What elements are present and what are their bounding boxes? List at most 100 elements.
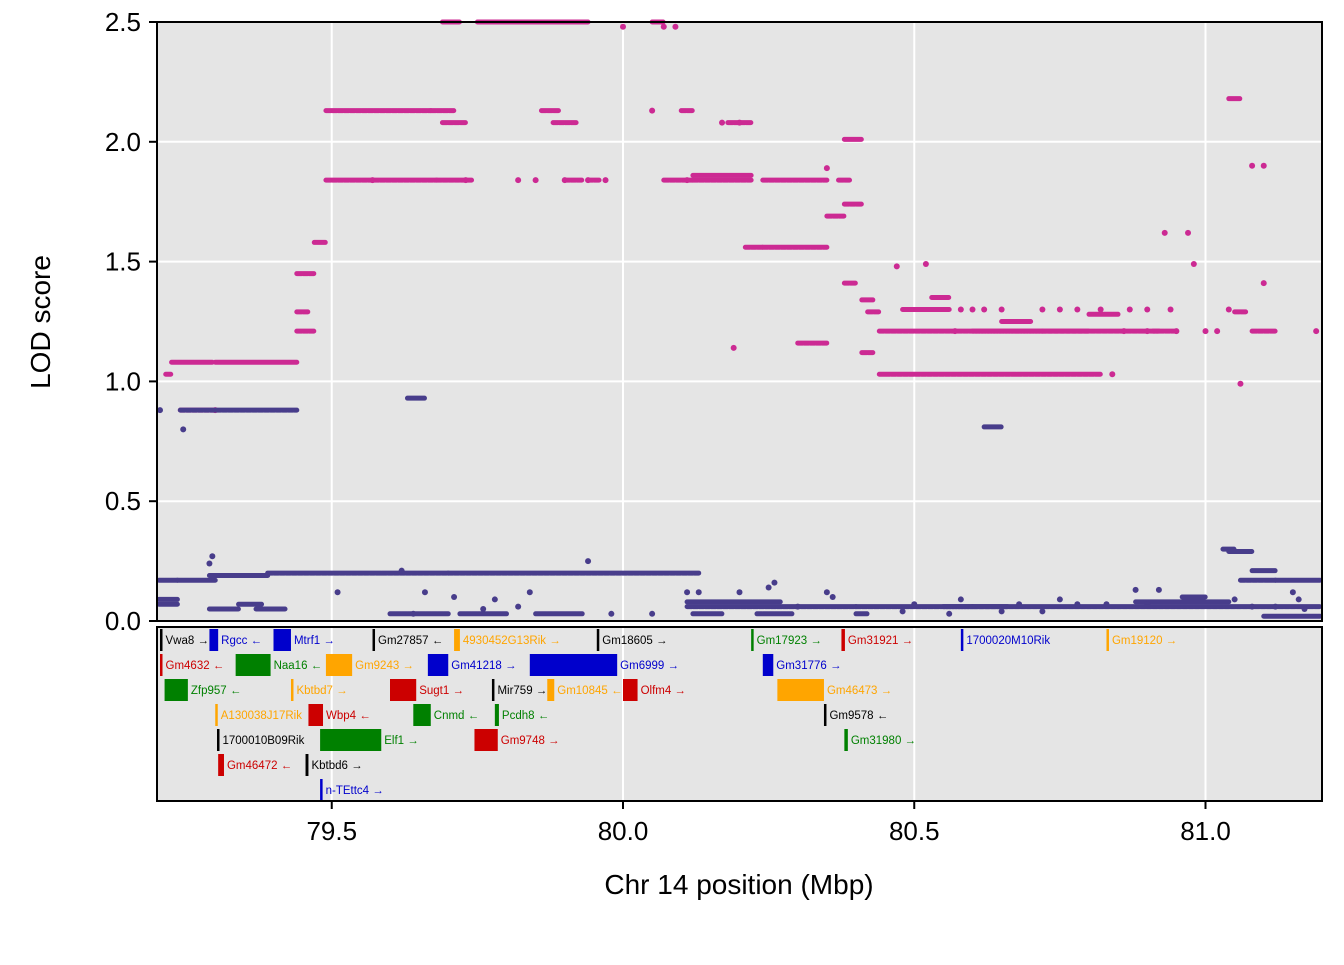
lod-point — [1109, 371, 1116, 378]
lod-point — [1074, 601, 1081, 608]
gene-body — [308, 704, 324, 726]
gene-body — [623, 679, 638, 701]
gene-label: Gm9578 ← — [829, 710, 888, 722]
lod-point — [1039, 306, 1046, 313]
gene-label: Gm9748 → — [501, 735, 560, 747]
gene-label: Rgcc ← — [221, 635, 262, 647]
gene-4930452G13Rik: 4930452G13Rik → — [454, 629, 561, 651]
gene-Cnmd: Cnmd ← — [413, 704, 479, 726]
lod-point — [794, 603, 801, 610]
y-tick-label: 1.5 — [105, 247, 141, 277]
gene-Wbp4: Wbp4 ← — [308, 704, 371, 726]
gene-label: Gm10845 ← — [557, 685, 622, 697]
lod-point — [1039, 608, 1046, 615]
gene-body — [960, 629, 964, 651]
gene-body — [596, 629, 600, 651]
gene-body — [390, 679, 417, 701]
gene-body — [235, 654, 271, 676]
gene-panel-border — [156, 626, 1323, 802]
gene-body — [529, 654, 618, 676]
gene-label: Gm41218 → — [451, 660, 516, 672]
y-tick-label: 2.5 — [105, 7, 141, 37]
lod-point — [998, 608, 1005, 615]
gene-label: Gm31776 → — [776, 660, 841, 672]
lod-point — [1249, 162, 1256, 169]
lod-point — [823, 165, 830, 172]
lod-point — [1260, 162, 1267, 169]
gene-label: Olfm4 → — [641, 685, 686, 697]
gene-Vwa8: Vwa8 → — [160, 629, 209, 651]
gene-Gm4632: Gm4632 ← — [160, 654, 224, 676]
lod-point — [1249, 603, 1256, 610]
gene-label: Kbtbd7 → — [296, 685, 347, 697]
lod-point — [1202, 328, 1209, 335]
gene-body — [273, 629, 291, 651]
gene-label: Naa16 ← — [274, 660, 323, 672]
gene-body — [547, 679, 555, 701]
gene-body — [215, 704, 218, 726]
gene-label: A130038J17Rik — [221, 710, 302, 722]
lod-point — [608, 610, 615, 617]
gene-Gm31980: Gm31980 → — [844, 729, 916, 751]
gene-body — [160, 654, 163, 676]
gene-Gm41218: Gm41218 → — [427, 654, 516, 676]
gene-label: Gm17923 → — [757, 635, 822, 647]
lod-point — [1295, 596, 1302, 603]
lod-point — [1161, 229, 1168, 236]
lod-point — [1074, 306, 1081, 313]
gene-Mtrf1: Mtrf1 → — [273, 629, 335, 651]
lod-point — [206, 560, 213, 567]
gene-Pcdh8: Pcdh8 ← — [494, 704, 549, 726]
gene-body — [372, 629, 376, 651]
lod-point — [829, 594, 836, 601]
lod-point — [561, 177, 568, 184]
y-tick-label: 1.0 — [105, 366, 141, 396]
lod-point — [649, 107, 656, 114]
lod-point — [480, 606, 487, 613]
gene-body — [454, 629, 460, 651]
gene-Gm46473: Gm46473 → — [777, 679, 892, 701]
gene-label: n-TEttc4 → — [326, 785, 384, 797]
lod-point — [532, 177, 539, 184]
gene-label: Cnmd ← — [434, 710, 479, 722]
gene-body — [218, 754, 224, 776]
gene-Rgcc: Rgcc ← — [209, 629, 262, 651]
lod-point — [946, 610, 953, 617]
gene-body — [1106, 629, 1109, 651]
gene-body — [823, 704, 827, 726]
lod-point — [1144, 328, 1151, 335]
gene-body — [160, 629, 163, 651]
gene-Gm31776: Gm31776 → — [762, 654, 841, 676]
lod-point — [1126, 306, 1133, 313]
y-tick-label: 0.0 — [105, 606, 141, 636]
lod-point — [334, 589, 341, 596]
lod-point — [969, 306, 976, 313]
gene-body — [290, 679, 294, 701]
lod-point — [1144, 601, 1151, 608]
lod-point — [1301, 606, 1308, 613]
gene-body — [494, 704, 499, 726]
lod-point — [1173, 328, 1180, 335]
lod-point — [899, 608, 906, 615]
gene-Kbtbd7: Kbtbd7 → — [290, 679, 348, 701]
lod-point — [981, 306, 988, 313]
gene-body — [325, 654, 353, 676]
gene-body — [305, 754, 309, 776]
gene-Mir759: Mir759 → — [491, 679, 547, 701]
lod-point — [515, 177, 522, 184]
lod-point — [922, 260, 929, 267]
lod-series — [156, 19, 1323, 619]
lod-point — [585, 558, 592, 565]
lod-point — [1237, 380, 1244, 387]
gene-Gm46472: Gm46472 ← — [218, 754, 292, 776]
lod-point — [1056, 306, 1063, 313]
gene-body — [320, 729, 382, 751]
lod-point — [491, 596, 498, 603]
y-tick-label: 0.5 — [105, 486, 141, 516]
lod-point — [1190, 260, 1197, 267]
x-axis-title: Chr 14 position (Mbp) — [604, 869, 873, 900]
lod-point — [1185, 229, 1192, 236]
gene-Gm31921: Gm31921 → — [841, 629, 913, 651]
gene-body — [164, 679, 188, 701]
